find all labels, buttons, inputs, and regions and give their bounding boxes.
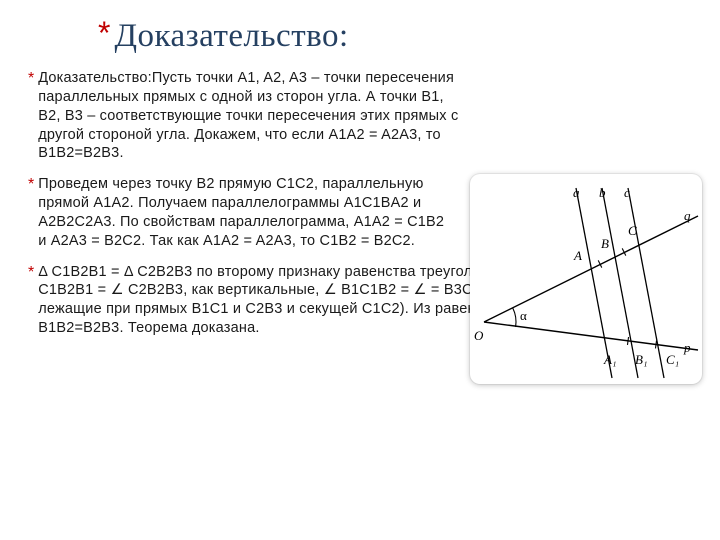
svg-text:q: q xyxy=(684,208,691,223)
svg-text:C₁: C₁ xyxy=(666,352,679,367)
paragraph-2: Проведем через точку B2 прямую C1C2, пар… xyxy=(38,175,460,250)
svg-text:b: b xyxy=(599,185,606,200)
geometry-figure: a b c α Oq p A B C A₁ B₁ C₁ xyxy=(470,174,702,384)
svg-text:B: B xyxy=(601,236,609,251)
svg-text:p: p xyxy=(683,340,691,355)
svg-text:a: a xyxy=(573,185,580,200)
svg-text:C: C xyxy=(628,223,637,238)
bullet-star: * xyxy=(28,175,34,195)
bullet-star: * xyxy=(98,17,110,49)
svg-text:B₁: B₁ xyxy=(635,352,647,367)
svg-text:O: O xyxy=(474,328,484,343)
svg-text:c: c xyxy=(624,185,630,200)
svg-text:α: α xyxy=(520,308,527,323)
paragraph-1: Доказательство:Пусть точки A1, A2, A3 – … xyxy=(38,69,460,163)
svg-text:A₁: A₁ xyxy=(603,352,616,367)
bullet-star: * xyxy=(28,263,34,283)
svg-text:A: A xyxy=(573,248,582,263)
bullet-star: * xyxy=(28,69,34,89)
page-title: Доказательство: xyxy=(114,18,348,55)
